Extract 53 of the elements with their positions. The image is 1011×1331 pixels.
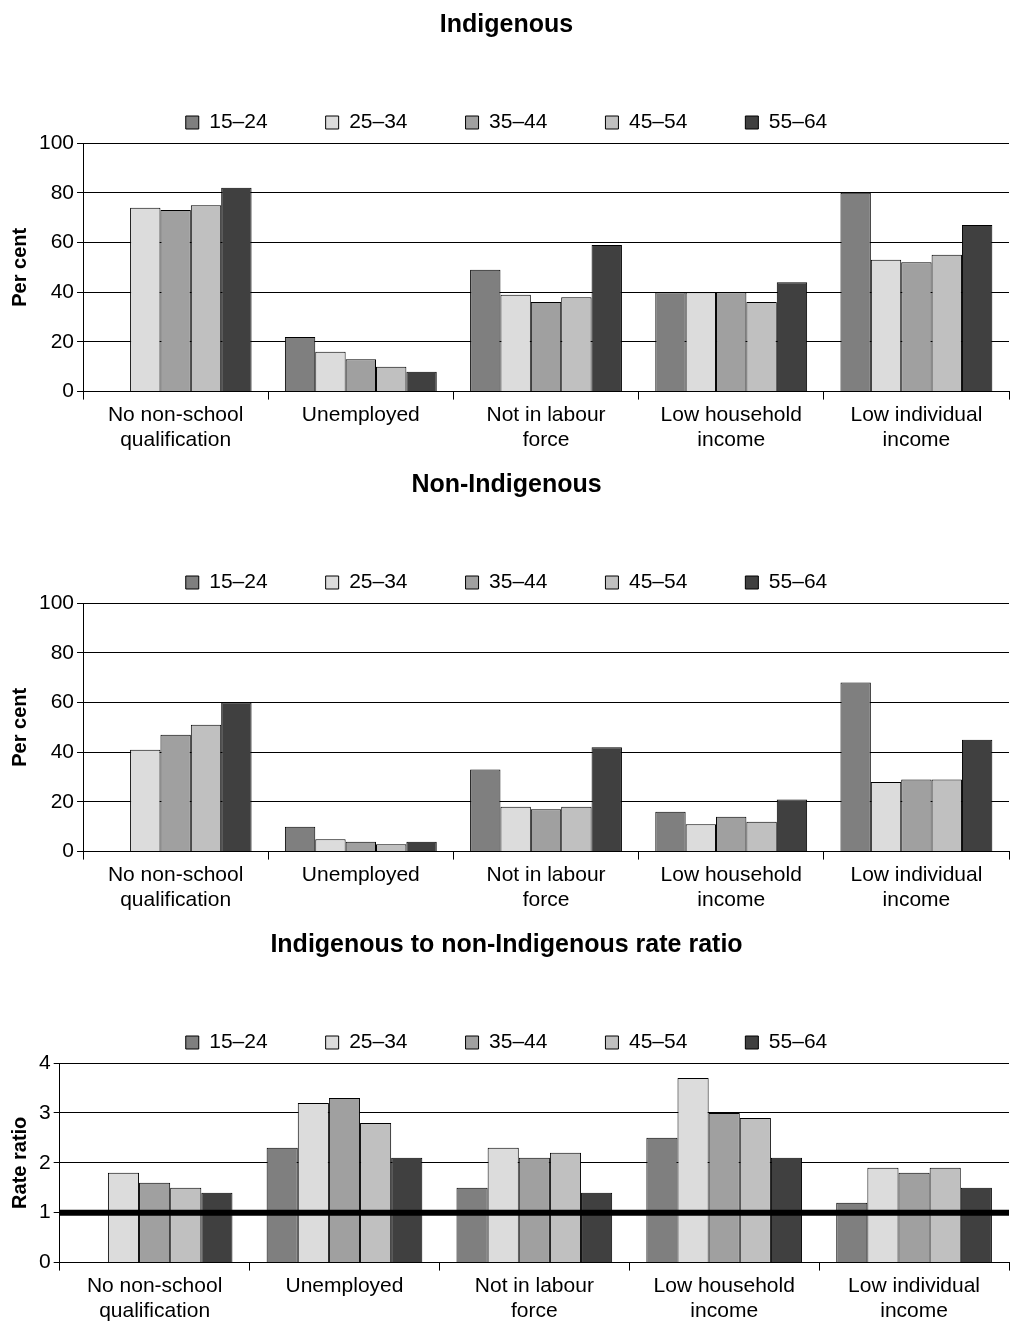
legend-label: 25–34 xyxy=(349,109,408,133)
y-tick-label: 3 xyxy=(38,1099,51,1123)
y-tick-label: 60 xyxy=(50,229,75,253)
y-tick-label: 60 xyxy=(50,689,75,713)
y-tick-label: 2 xyxy=(38,1149,51,1173)
y-tick-label: 40 xyxy=(50,738,75,762)
x-tick-label: Unemployed xyxy=(301,862,420,885)
x-tick-label: No non-school qualification xyxy=(107,862,244,911)
y-axis-title: Rate ratio xyxy=(7,1116,30,1209)
legend-label: 55–64 xyxy=(768,1029,828,1053)
y-tick-label: 4 xyxy=(38,1049,51,1073)
legend-label: 55–64 xyxy=(768,109,828,133)
chart-title: Indigenous xyxy=(439,8,574,37)
legend-label: 35–44 xyxy=(489,109,548,133)
y-tick-label: 40 xyxy=(50,278,75,302)
x-tick-label: Not in labour force xyxy=(474,1273,594,1322)
legend-label: 35–44 xyxy=(489,569,548,593)
legend-label: 25–34 xyxy=(349,569,408,593)
x-tick-label: Low household income xyxy=(660,402,802,451)
x-tick-label: Low household income xyxy=(653,1273,795,1322)
x-tick-label: Not in labour force xyxy=(486,402,606,451)
legend-label: 15–24 xyxy=(209,109,268,133)
x-tick-label: No non-school qualification xyxy=(86,1273,223,1322)
y-axis-title: Per cent xyxy=(7,227,30,307)
x-tick-label: Not in labour force xyxy=(486,862,606,911)
legend-label: 45–54 xyxy=(628,1029,688,1053)
x-tick-label: Unemployed xyxy=(301,402,420,425)
y-tick-label: 80 xyxy=(50,179,75,203)
y-tick-label: 1 xyxy=(38,1199,51,1223)
y-tick-label: 0 xyxy=(62,838,75,862)
legend-label: 15–24 xyxy=(209,1029,268,1053)
x-tick-label: Unemployed xyxy=(285,1273,404,1296)
legend-label: 35–44 xyxy=(489,1029,548,1053)
y-tick-label: 80 xyxy=(50,639,75,663)
x-tick-label: Low individual income xyxy=(850,402,983,451)
y-tick-label: 100 xyxy=(38,129,75,153)
chart-title: Indigenous to non-Indigenous rate ratio xyxy=(270,928,743,957)
y-tick-label: 0 xyxy=(62,378,75,402)
x-tick-label: Low household income xyxy=(660,862,802,911)
legend-label: 15–24 xyxy=(209,569,268,593)
x-tick-label: No non-school qualification xyxy=(107,402,244,451)
x-tick-label: Low individual income xyxy=(850,862,983,911)
legend-label: 45–54 xyxy=(628,569,688,593)
x-tick-label: Low individual income xyxy=(848,1273,981,1322)
legend-label: 25–34 xyxy=(349,1029,408,1053)
y-tick-label: 100 xyxy=(38,589,75,613)
legend-label: 45–54 xyxy=(628,109,688,133)
legend-label: 55–64 xyxy=(768,569,828,593)
chart-title: Non-Indigenous xyxy=(411,468,602,497)
y-tick-label: 0 xyxy=(38,1249,51,1273)
y-axis-title: Per cent xyxy=(7,687,30,767)
y-tick-label: 20 xyxy=(50,328,75,352)
y-tick-label: 20 xyxy=(50,788,75,812)
